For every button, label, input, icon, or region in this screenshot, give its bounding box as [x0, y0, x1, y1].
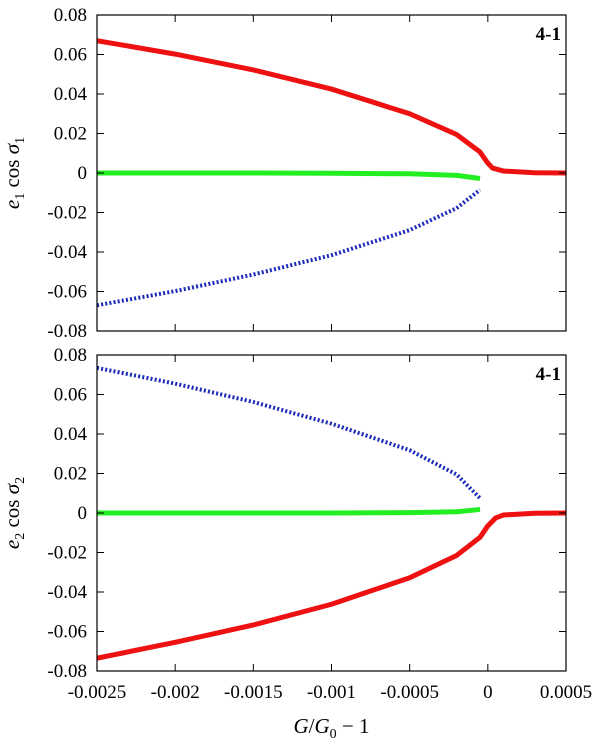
series-line-1	[97, 365, 482, 500]
y-axis-title: e2 cos σ2	[0, 477, 28, 549]
series-line-3	[97, 510, 566, 661]
y-tick-label: 0	[78, 163, 88, 184]
x-tick-label: -0.0005	[380, 682, 439, 703]
x-axis-title: G/G0 − 1	[293, 714, 369, 742]
y-tick-label: -0.08	[47, 321, 87, 342]
panel-label: 4-1	[536, 364, 561, 385]
series-line-3	[97, 188, 482, 308]
y-tick-label: -0.04	[47, 242, 87, 263]
y-tick-label: 0	[78, 503, 88, 524]
x-tick-label: -0.002	[151, 682, 200, 703]
series-group	[97, 365, 566, 661]
y-tick-label: 0.04	[54, 424, 88, 445]
series-group	[97, 38, 566, 308]
y-tick-label: -0.08	[47, 661, 87, 682]
y-tick-label: -0.06	[47, 622, 87, 643]
y-tick-label: 0.04	[54, 84, 88, 105]
series-line-2	[97, 506, 481, 516]
x-tick-label: -0.0025	[68, 682, 127, 703]
y-tick-label: 0.08	[54, 5, 87, 26]
y-tick-label: 0.02	[54, 124, 87, 145]
y-tick-label: 0.08	[54, 345, 87, 366]
y-tick-label: -0.06	[47, 282, 87, 303]
y-axis-title: e1 cos σ1	[0, 137, 28, 209]
y-tick-label: 0.06	[54, 45, 87, 66]
panel-1: -0.08 -0.06 -0.04 -0.02 0 0.02 0.04 0.06 0.08 4-1…	[0, 5, 567, 342]
x-tick-label: 0.0005	[540, 682, 592, 703]
x-tick-label: -0.001	[307, 682, 356, 703]
y-tick-label: -0.02	[47, 543, 87, 564]
x-tick-label: 0	[483, 682, 493, 703]
panel-label: 4-1	[536, 24, 561, 45]
series-line-1	[97, 38, 566, 176]
panel-2: -0.08 -0.06 -0.04 -0.02 0 0.02 0.04 0.06 0.08 -0.…	[0, 345, 592, 742]
y-tick-label: 0.06	[54, 385, 87, 406]
y-tick-label: -0.04	[47, 582, 87, 603]
series-line-2	[97, 170, 481, 182]
y-tick-label: 0.02	[54, 464, 87, 485]
x-tick-label: -0.0015	[224, 682, 283, 703]
y-tick-label: -0.02	[47, 203, 87, 224]
